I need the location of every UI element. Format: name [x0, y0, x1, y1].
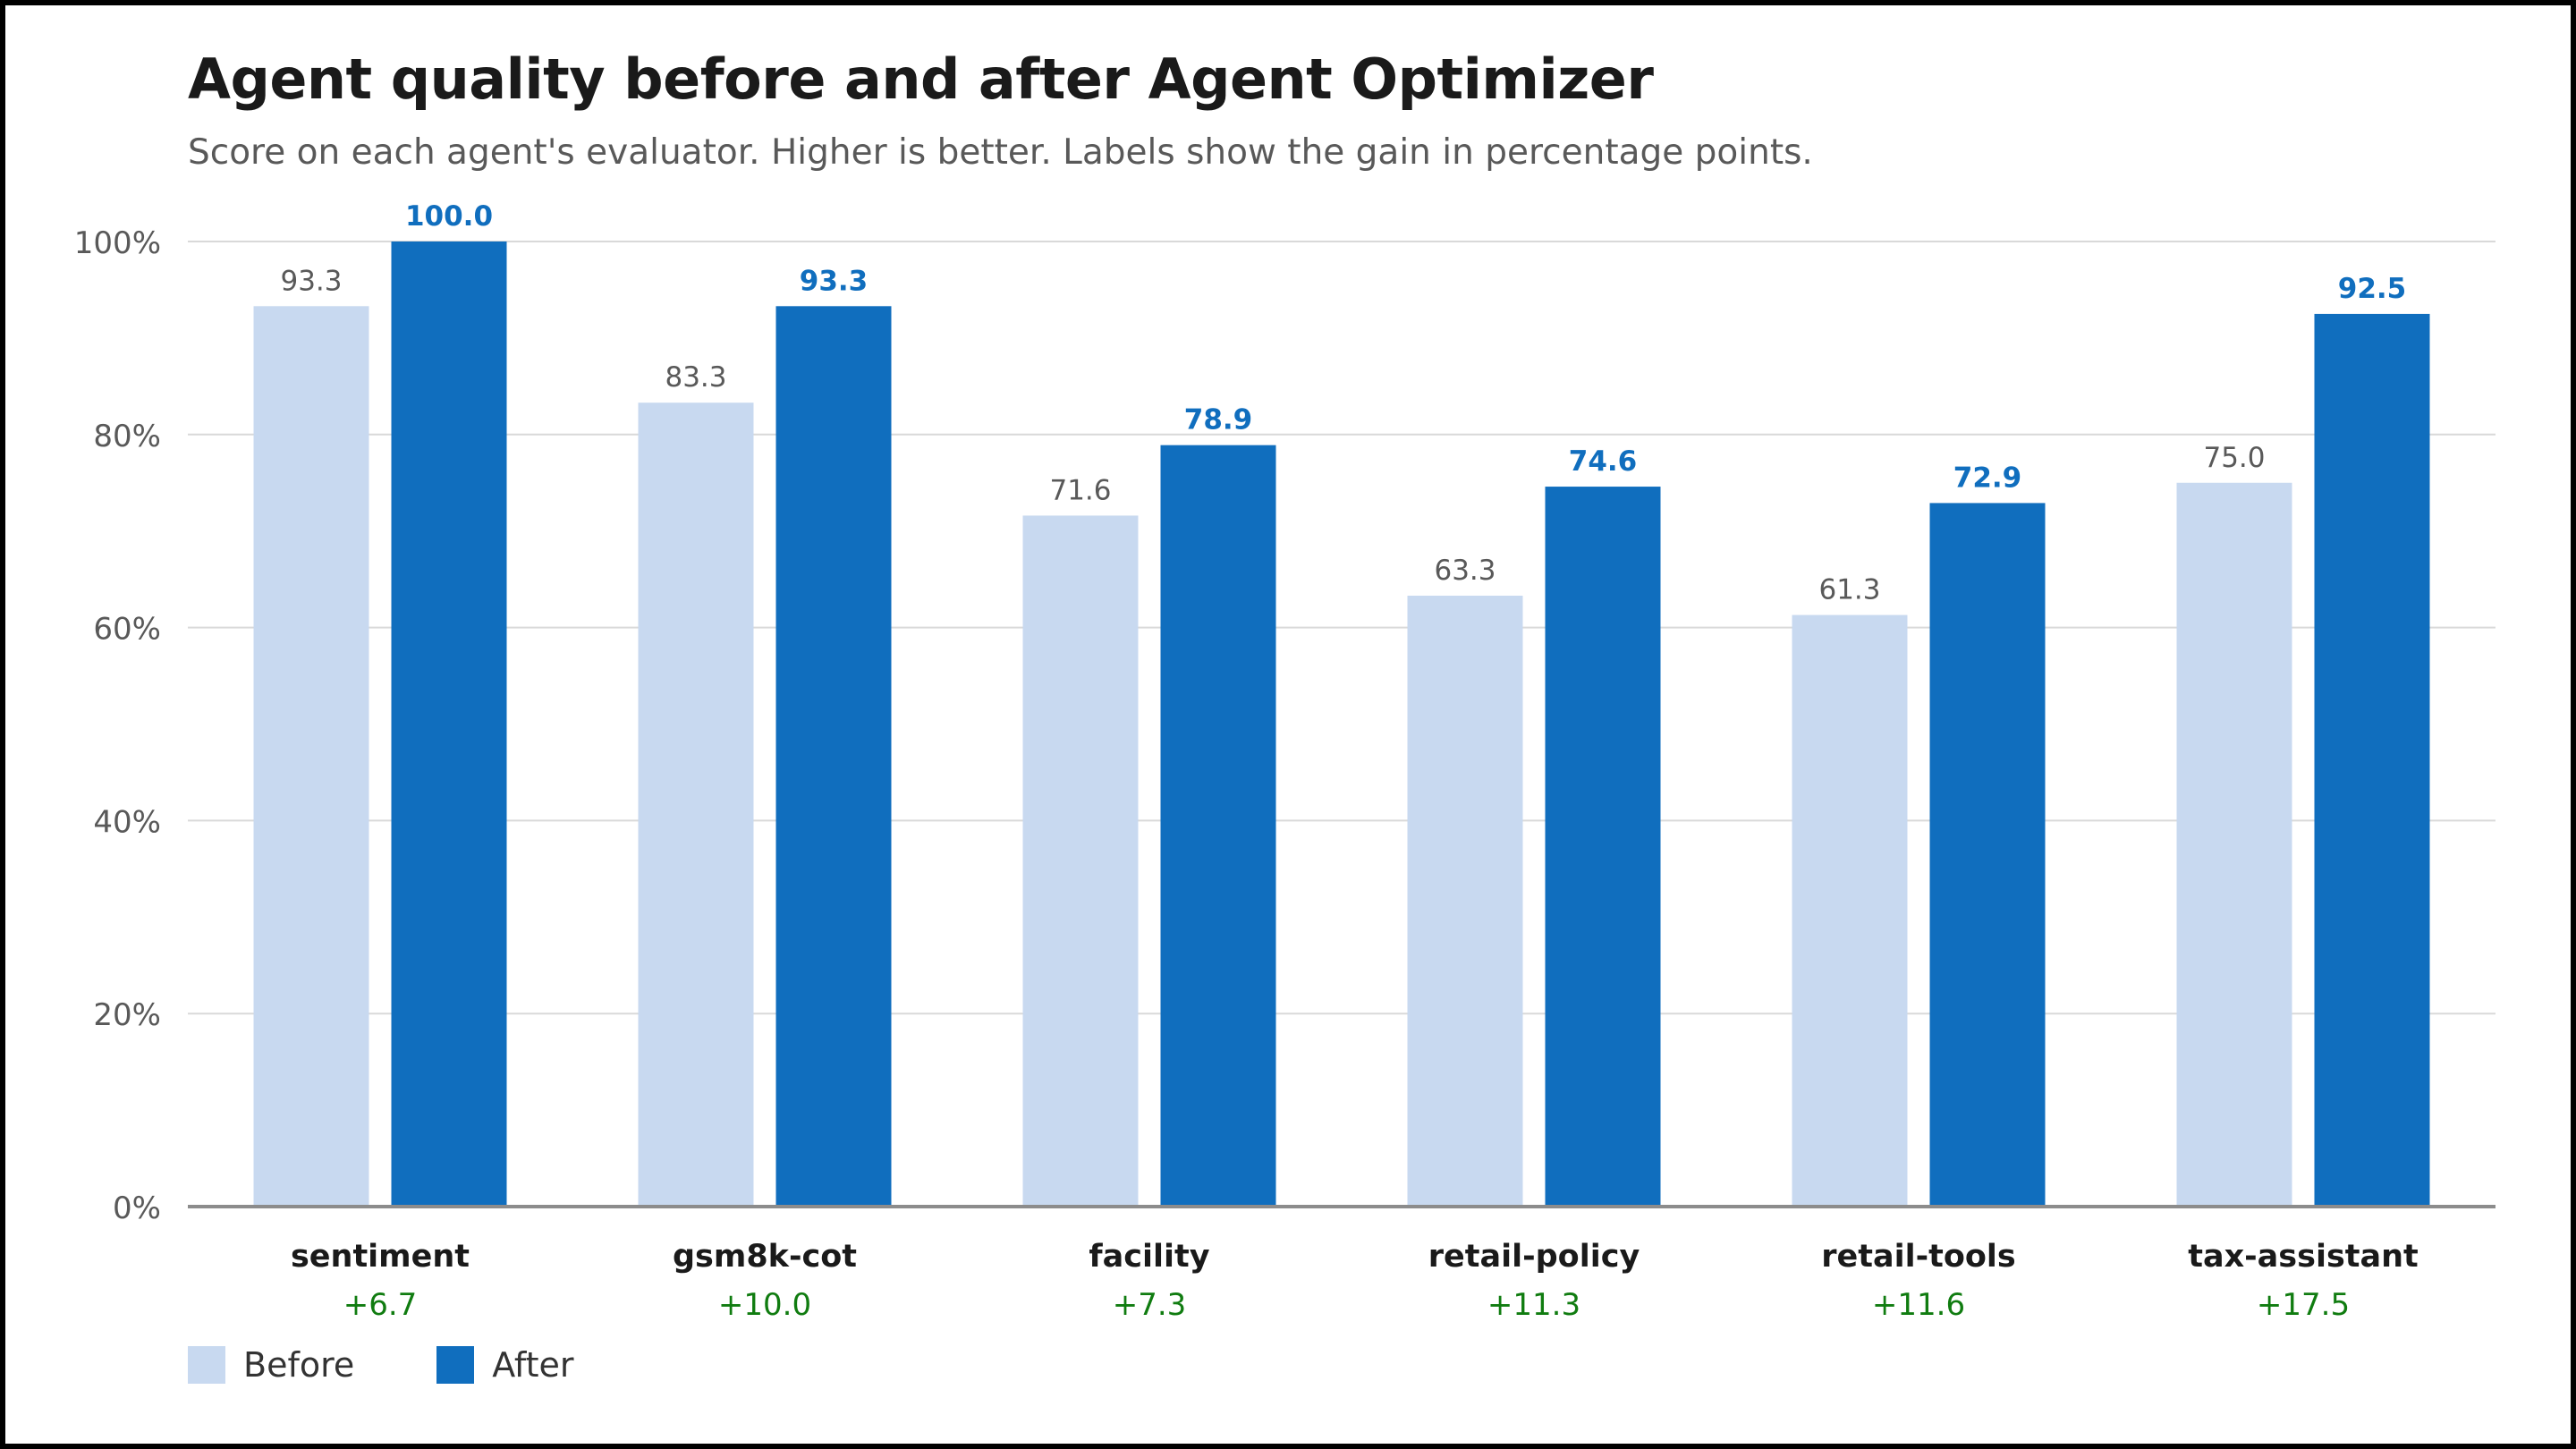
data-label-after: 74.6	[1569, 445, 1638, 478]
data-label-before: 83.3	[665, 361, 726, 394]
gain-label: +10.0	[718, 1287, 811, 1323]
y-tick-label: 100%	[74, 225, 161, 261]
x-category-label: gsm8k-cot	[673, 1239, 857, 1275]
legend: Before After	[188, 1345, 657, 1385]
legend-item-after: After	[436, 1345, 574, 1385]
data-label-after: 72.9	[1953, 462, 2022, 494]
x-category-label: sentiment	[291, 1239, 470, 1275]
bar-before	[253, 306, 369, 1208]
x-category-label: retail-tools	[1821, 1239, 2016, 1275]
bar-after	[391, 242, 507, 1207]
bar-after	[1929, 503, 2046, 1207]
bar-before	[638, 402, 754, 1207]
bar-before	[1407, 595, 1523, 1207]
data-label-after: 92.5	[2338, 273, 2407, 305]
bar-after	[1545, 487, 1661, 1207]
x-category-label: tax-assistant	[2188, 1239, 2419, 1275]
chart-subtitle: Score on each agent's evaluator. Higher …	[188, 132, 1813, 173]
bar-before	[2176, 482, 2292, 1207]
data-label-after: 78.9	[1184, 404, 1253, 436]
y-tick-label: 20%	[93, 997, 161, 1033]
gain-label: +7.3	[1113, 1287, 1187, 1323]
bar-before	[1022, 515, 1139, 1207]
y-tick-label: 60%	[93, 612, 161, 648]
bar-after	[1160, 445, 1276, 1207]
gain-label: +11.3	[1487, 1287, 1580, 1323]
y-tick-label: 40%	[93, 804, 161, 840]
legend-swatch-after	[436, 1346, 475, 1384]
legend-label-after: After	[492, 1345, 574, 1385]
bar-after	[775, 306, 892, 1208]
y-tick-label: 80%	[93, 419, 161, 454]
data-label-after: 93.3	[800, 265, 869, 297]
gain-label: +17.5	[2257, 1287, 2350, 1323]
legend-item-before: Before	[188, 1345, 354, 1385]
gain-label: +6.7	[343, 1287, 418, 1323]
data-label-after: 100.0	[405, 200, 493, 233]
data-label-before: 75.0	[2203, 442, 2265, 474]
bar-before	[1792, 614, 1908, 1207]
x-category-label: retail-policy	[1428, 1239, 1640, 1275]
gain-label: +11.6	[1872, 1287, 1965, 1323]
data-label-before: 63.3	[1434, 555, 1496, 587]
bar-after	[2314, 313, 2430, 1207]
legend-swatch-before	[188, 1346, 225, 1384]
chart-title: Agent quality before and after Agent Opt…	[188, 47, 1654, 112]
data-label-before: 61.3	[1818, 574, 1880, 606]
data-label-before: 71.6	[1049, 474, 1111, 506]
y-tick-label: 0%	[113, 1191, 161, 1226]
data-label-before: 93.3	[280, 265, 342, 297]
legend-label-before: Before	[243, 1345, 355, 1385]
x-category-label: facility	[1089, 1239, 1209, 1275]
